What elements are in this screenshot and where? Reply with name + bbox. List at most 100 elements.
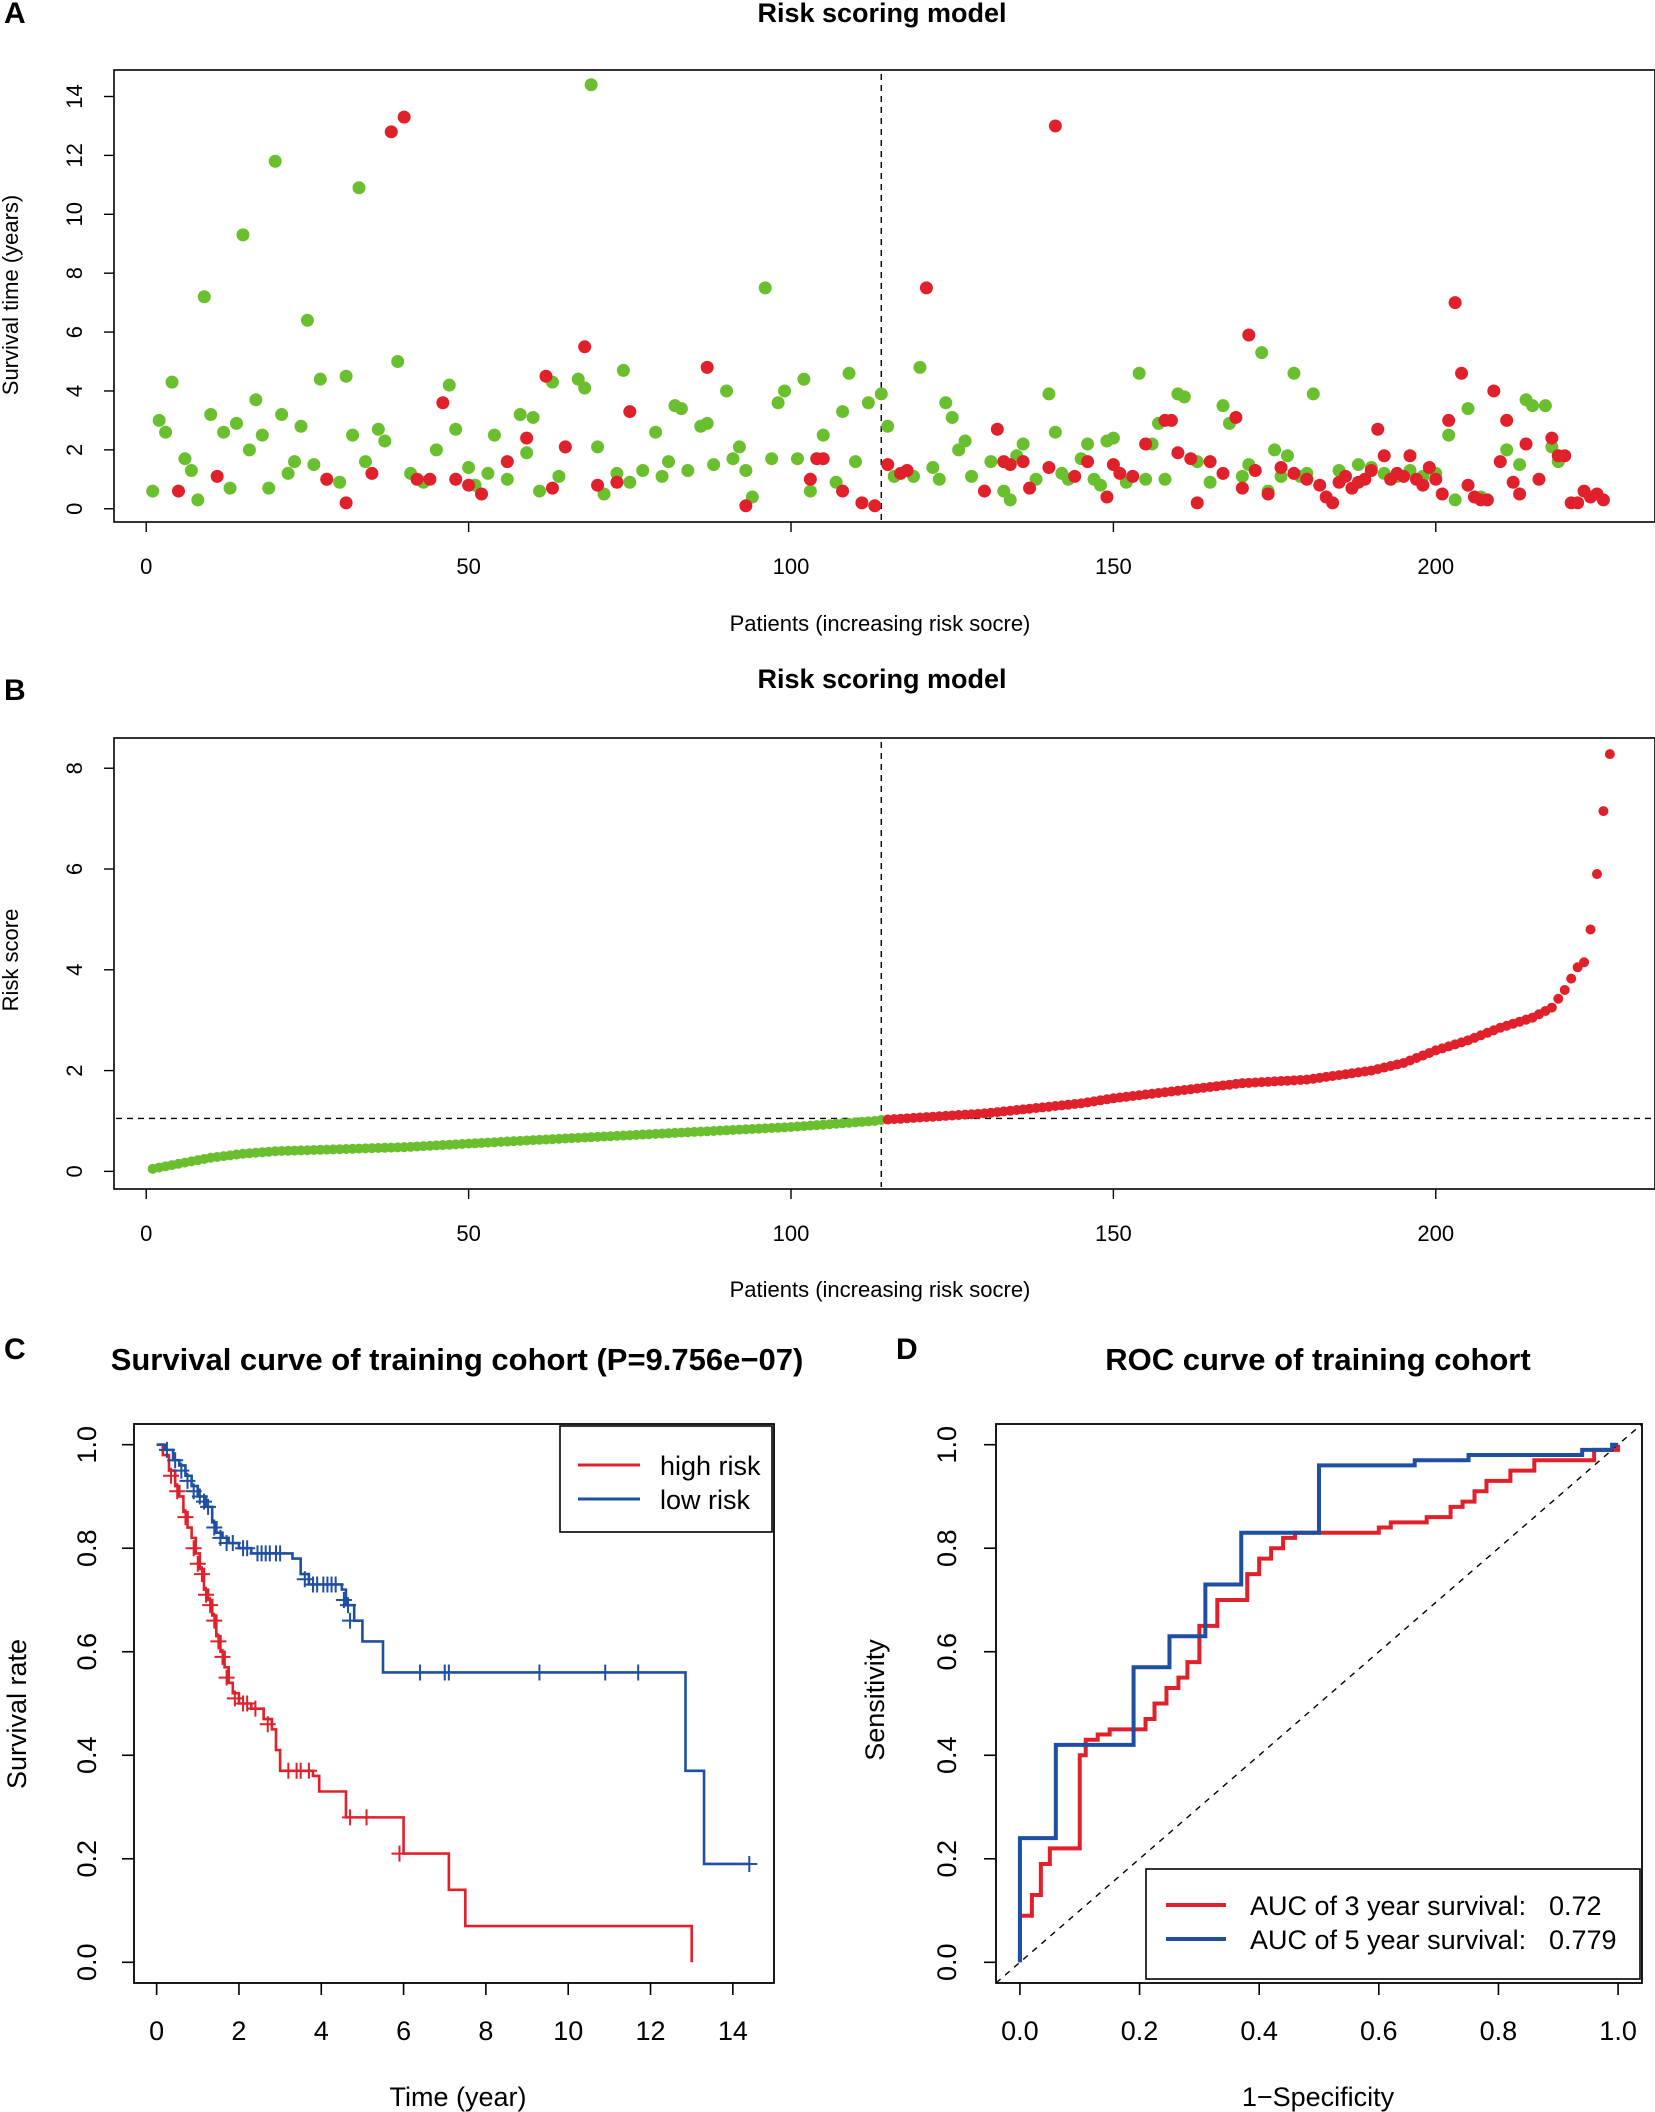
a-data-point — [1500, 443, 1514, 457]
c-censor-mark — [391, 1845, 408, 1862]
a-data-point — [397, 110, 411, 124]
a-data-point — [584, 78, 598, 92]
c-censor-mark — [531, 1664, 548, 1681]
a-data-point — [449, 472, 463, 486]
c-x-tick-label: 4 — [314, 2016, 329, 2046]
c-censor-mark — [167, 1452, 184, 1469]
a-data-point — [165, 375, 179, 389]
a-data-point — [945, 410, 959, 424]
a-data-point — [874, 387, 888, 401]
a-data-point — [1442, 428, 1456, 442]
chart-d-legend-box — [1145, 1868, 1641, 1980]
a-data-point — [1300, 472, 1314, 486]
c-y-tick-label: 0.0 — [72, 1944, 102, 1982]
legend-auc5-label: AUC of 5 year survival: — [1250, 1925, 1526, 1955]
a-x-tick-label: 100 — [773, 554, 810, 579]
a-data-point — [932, 472, 946, 486]
a-data-point — [210, 469, 224, 483]
a-data-point — [178, 452, 192, 466]
a-data-point — [500, 472, 514, 486]
b-y-tick-label: 8 — [62, 762, 87, 774]
chart-c-x-ticks: 0 2 4 6 8 10 12 14 — [149, 1983, 748, 2046]
a-data-point — [1003, 458, 1017, 472]
a-data-point — [339, 369, 353, 383]
a-data-point — [1100, 490, 1114, 504]
d-x-tick-label: 0.8 — [1480, 2016, 1518, 2046]
a-data-point — [803, 472, 817, 486]
a-data-point — [217, 425, 231, 439]
a-data-point — [939, 396, 953, 410]
a-data-point — [184, 463, 198, 477]
a-data-point — [475, 487, 489, 501]
a-data-point — [674, 402, 688, 416]
a-data-point — [1042, 461, 1056, 475]
a-data-point — [333, 475, 347, 489]
panel-label-a: A — [4, 0, 26, 30]
a-data-point — [681, 463, 695, 477]
a-data-point — [591, 440, 605, 454]
a-data-point — [1448, 296, 1462, 310]
a-data-point — [1268, 443, 1282, 457]
d-roc-curve-3yr — [1017, 1444, 1621, 1963]
a-data-point — [623, 405, 637, 419]
chart-c-y-label: Survival rate — [2, 1639, 32, 1789]
chart-d-frame — [995, 1423, 1643, 1984]
a-data-point — [1538, 399, 1552, 413]
a-data-point — [171, 484, 185, 498]
a-data-point — [500, 455, 514, 469]
a-data-point — [558, 440, 572, 454]
chart-b-title: Risk scoring model — [757, 664, 1006, 694]
a-data-point — [236, 228, 250, 242]
a-data-point — [1242, 328, 1256, 342]
a-data-point — [771, 396, 785, 410]
c-censor-mark — [169, 1483, 186, 1500]
c-censor-mark — [200, 1498, 217, 1515]
a-data-point — [836, 405, 850, 419]
a-data-point — [1429, 472, 1443, 486]
a-x-tick-label: 0 — [140, 554, 152, 579]
a-data-point — [1545, 431, 1559, 445]
a-data-point — [958, 434, 972, 448]
a-data-point — [842, 366, 856, 380]
a-data-point — [288, 455, 302, 469]
a-data-point — [1506, 475, 1520, 489]
a-data-point — [1158, 472, 1172, 486]
a-data-point — [765, 452, 779, 466]
a-data-point — [623, 475, 637, 489]
a-data-point — [1171, 446, 1185, 460]
a-data-point — [790, 452, 804, 466]
a-data-point — [616, 363, 630, 377]
panel-label-b: B — [4, 674, 26, 707]
a-data-point — [919, 281, 933, 295]
a-data-point — [230, 416, 244, 430]
a-data-point — [881, 458, 895, 472]
a-data-point — [1203, 455, 1217, 469]
a-data-point — [726, 452, 740, 466]
a-data-point — [275, 408, 289, 422]
a-data-point — [803, 484, 817, 498]
c-censor-mark — [179, 1472, 196, 1489]
a-data-point — [1184, 452, 1198, 466]
a-data-point — [816, 452, 830, 466]
a-data-point — [223, 481, 237, 495]
a-data-point — [358, 455, 372, 469]
a-data-point — [1068, 469, 1082, 483]
a-data-point — [1416, 478, 1430, 492]
a-data-point — [578, 381, 592, 395]
b-data-point — [1553, 993, 1564, 1004]
c-y-tick-label: 0.2 — [72, 1840, 102, 1878]
chart-a-y-ticks: 0 2 4 6 8 10 12 14 — [62, 84, 114, 515]
a-data-point — [1216, 399, 1230, 413]
a-data-point — [371, 422, 385, 436]
d-x-tick-label: 0.6 — [1360, 2016, 1398, 2046]
a-data-point — [449, 422, 463, 436]
a-data-point — [526, 410, 540, 424]
a-data-point — [1216, 466, 1230, 480]
c-x-tick-label: 8 — [478, 2016, 493, 2046]
c-censor-mark — [239, 1695, 256, 1712]
a-data-point — [707, 458, 721, 472]
a-y-tick-label: 8 — [62, 267, 87, 279]
a-data-point — [1435, 487, 1449, 501]
a-data-point — [700, 416, 714, 430]
chart-d-title: ROC curve of training cohort — [1105, 1342, 1530, 1377]
